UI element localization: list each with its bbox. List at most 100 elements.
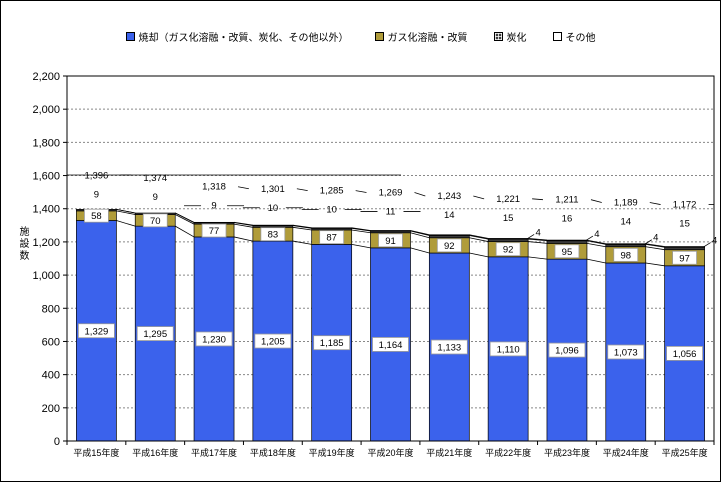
legend-swatch-carbonization-icon xyxy=(493,32,503,41)
bar-segment xyxy=(664,246,705,251)
label-box xyxy=(489,341,527,357)
y-axis-title: 施設数 xyxy=(17,226,28,262)
series-line xyxy=(116,208,136,214)
bar-segment xyxy=(546,240,588,244)
gasification-label: 70 xyxy=(150,216,161,227)
total-label: 1,396 xyxy=(85,170,109,181)
carbonization-label: 14 xyxy=(620,217,631,228)
label-box xyxy=(313,335,351,351)
carbonization-label: 11 xyxy=(386,206,396,217)
series-line xyxy=(586,239,606,245)
series-line xyxy=(175,214,195,225)
bar-segment xyxy=(605,243,647,245)
series-line xyxy=(351,229,371,234)
label-leader-line xyxy=(414,192,426,197)
x-category-label: 平成19年度 xyxy=(309,447,355,458)
series-line xyxy=(645,246,665,251)
series-line xyxy=(233,236,253,242)
x-category-label: 平成17年度 xyxy=(191,447,237,458)
carbonization-label: 9 xyxy=(153,192,158,203)
series-line xyxy=(351,244,371,249)
gasification-label: 83 xyxy=(268,230,279,241)
label-box xyxy=(78,323,115,339)
y-tick-label: 1,400 xyxy=(32,204,60,216)
series-line xyxy=(116,210,136,215)
bar-segment xyxy=(193,221,235,224)
carbonization-label: 10 xyxy=(326,205,337,216)
label-box xyxy=(260,227,286,242)
label-leader-line xyxy=(590,199,602,203)
series-line xyxy=(410,230,430,236)
incineration-label: 1,329 xyxy=(85,326,109,337)
label-box xyxy=(201,223,227,238)
series-line xyxy=(175,212,195,223)
series-line xyxy=(528,238,547,242)
bar-segment xyxy=(370,230,411,232)
legend-item-gasification: ガス化溶融・改質 xyxy=(374,29,468,44)
x-category-label: 平成24年度 xyxy=(603,447,649,458)
gasification-label: 98 xyxy=(620,250,631,261)
total-label: 1,243 xyxy=(437,191,461,202)
x-category-label: 平成23年度 xyxy=(544,447,590,458)
label-box xyxy=(672,250,697,265)
plot-border xyxy=(66,75,715,442)
label-box xyxy=(548,342,586,358)
gasification-label: 77 xyxy=(209,226,220,237)
x-category-label: 平成18年度 xyxy=(250,447,296,458)
y-tick-label: 800 xyxy=(42,303,60,315)
label-leader-line xyxy=(296,188,308,192)
label-box xyxy=(254,333,292,349)
incineration-label: 1,205 xyxy=(261,337,285,348)
label-box xyxy=(319,230,345,245)
incineration-label: 1,056 xyxy=(673,349,697,360)
incineration-label: 1,133 xyxy=(437,343,461,354)
legend-label-incineration: 焼却（ガス化溶融・改質、炭化、その他以外） xyxy=(138,33,349,44)
label-box xyxy=(613,247,639,262)
carbonization-label: 9 xyxy=(94,189,99,200)
legend-label-gasification: ガス化溶融・改質 xyxy=(387,33,468,44)
series-line xyxy=(528,256,548,260)
other-label: 4 xyxy=(653,233,658,244)
chart-legend: 焼却（ガス化溶融・改質、炭化、その他以外） ガス化溶融・改質 炭化 その他 xyxy=(1,29,720,44)
carbonization-label: 15 xyxy=(679,219,690,230)
x-category-label: 平成20年度 xyxy=(367,447,413,458)
label-leader-line xyxy=(525,234,535,240)
series-line xyxy=(410,230,430,236)
legend-label-other: その他 xyxy=(565,33,596,44)
x-category-label: 平成22年度 xyxy=(485,447,531,458)
legend-item-incineration: 焼却（ガス化溶融・改質、炭化、その他以外） xyxy=(125,29,349,44)
bar-segment xyxy=(311,227,353,229)
label-box xyxy=(372,337,409,352)
label-box xyxy=(436,238,462,253)
gasification-label: 58 xyxy=(91,211,102,222)
y-tick-label: 2,200 xyxy=(32,71,60,83)
series-line xyxy=(645,262,665,267)
label-box xyxy=(84,208,109,223)
label-leader-line xyxy=(649,202,661,205)
y-tick-label: 1,600 xyxy=(32,171,60,183)
y-tick-label: 1,000 xyxy=(32,270,60,282)
label-leader-line xyxy=(473,195,485,200)
total-label: 1,211 xyxy=(555,195,578,206)
incineration-label: 1,185 xyxy=(320,338,344,349)
series-line xyxy=(469,234,489,239)
series-line xyxy=(292,225,312,229)
gasification-label: 97 xyxy=(679,253,690,264)
series-line xyxy=(469,252,489,258)
series-line xyxy=(233,221,253,226)
series-line xyxy=(645,243,665,247)
series-line xyxy=(233,223,253,228)
legend-label-carbonization: 炭化 xyxy=(506,33,527,44)
bar-segment xyxy=(428,234,470,236)
carbonization-label: 14 xyxy=(444,210,455,221)
incineration-label: 1,073 xyxy=(614,347,638,358)
other-label: 4 xyxy=(535,227,540,238)
total-label: 1,269 xyxy=(379,187,403,198)
carbonization-label: 10 xyxy=(268,203,279,214)
series-line xyxy=(586,240,606,245)
series-line xyxy=(410,232,430,239)
label-leader-line xyxy=(584,235,594,242)
label-box xyxy=(666,345,703,361)
label-box xyxy=(430,339,468,355)
gasification-label: 92 xyxy=(503,245,514,256)
